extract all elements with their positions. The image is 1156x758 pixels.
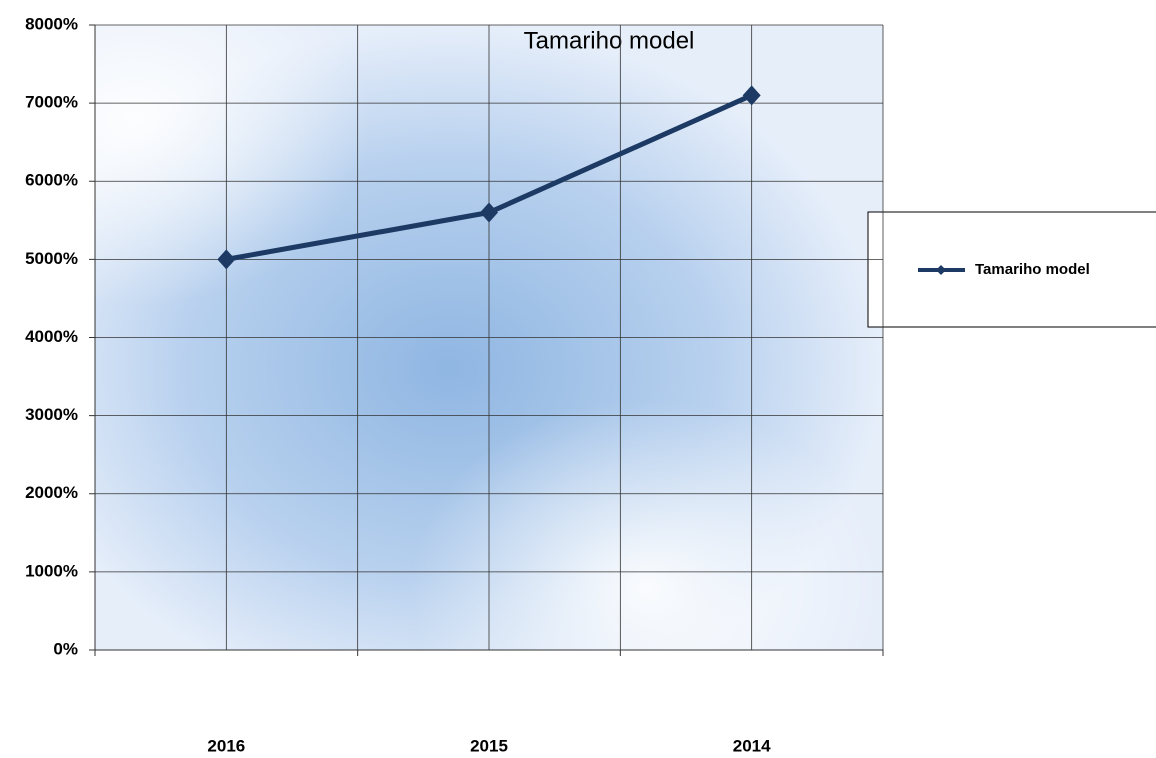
marker: [217, 249, 236, 270]
y-tick-label: 4000%: [25, 327, 78, 346]
legend-label: Tamariho model: [975, 261, 1090, 278]
y-tick-label: 6000%: [25, 171, 78, 190]
y-tick-label: 3000%: [25, 405, 78, 424]
legend-marker: [936, 265, 946, 275]
x-tick-label: 2014: [733, 736, 771, 755]
y-tick-label: 7000%: [25, 93, 78, 112]
x-tick-label: 2016: [207, 736, 245, 755]
chart-title: Tamariho model: [524, 27, 695, 54]
legend-box: [867, 211, 1156, 328]
y-tick-label: 1000%: [25, 561, 78, 580]
x-tick-label: 2015: [470, 736, 508, 755]
marker: [742, 85, 761, 106]
y-tick-label: 5000%: [25, 249, 78, 268]
y-tick-label: 2000%: [25, 483, 78, 502]
y-tick-label: 8000%: [25, 14, 78, 33]
y-tick-label: 0%: [53, 639, 78, 658]
marker: [480, 202, 498, 223]
